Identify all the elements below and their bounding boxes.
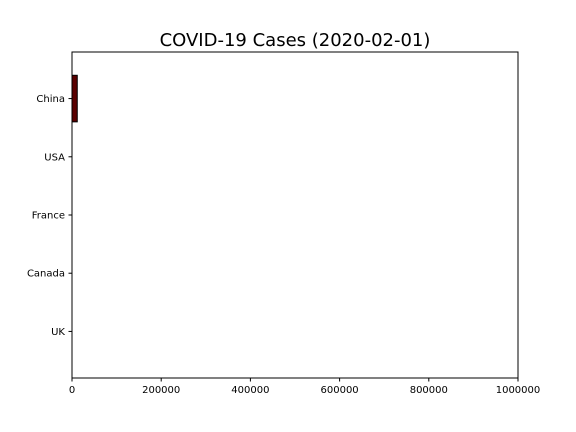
plot-area-frame: [71, 51, 519, 379]
x-tick-label: 1000000: [496, 385, 541, 396]
y-tick-label-china: China: [36, 94, 65, 105]
x-tick-label: 200000: [142, 385, 180, 396]
y-axis: China USA France Canada UK: [27, 94, 72, 338]
x-tick-label: 400000: [231, 385, 269, 396]
y-tick-label-france: France: [32, 211, 65, 222]
bar-china: [71, 74, 78, 123]
y-tick-label-canada: Canada: [27, 269, 65, 280]
x-axis: 0 200000 400000 600000 800000 1000000: [69, 378, 540, 396]
y-tick-label-usa: USA: [44, 152, 65, 163]
x-tick-label: 600000: [321, 385, 359, 396]
chart-title: COVID-19 Cases (2020-02-01): [160, 30, 431, 51]
y-tick-label-uk: UK: [51, 327, 65, 338]
x-tick-label: 800000: [410, 385, 448, 396]
x-tick-label: 0: [69, 385, 75, 396]
